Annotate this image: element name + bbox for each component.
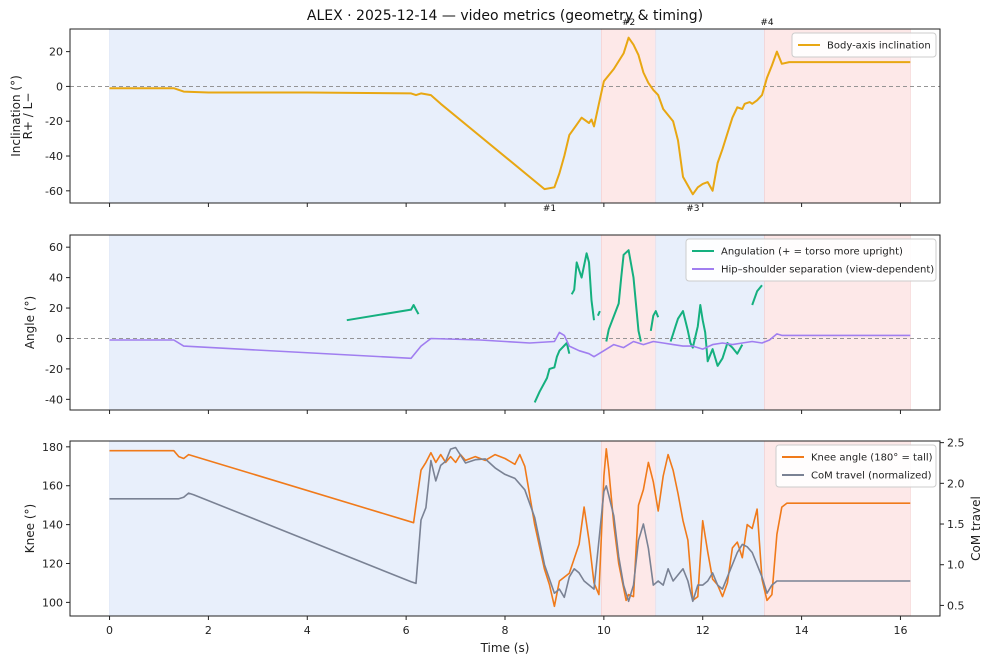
series-group (109, 36, 911, 196)
x-tick-label: 16 (893, 624, 907, 637)
series-line (669, 304, 744, 367)
series-line (649, 310, 660, 332)
y-tick-label: 20 (49, 46, 63, 59)
phase-band (109, 234, 602, 411)
legend-entry: CoM travel (normalized) (811, 471, 932, 482)
x-tick-label: 14 (795, 624, 809, 637)
legend-entry: Hip–shoulder separation (view-dependent) (721, 265, 934, 276)
legend-box (685, 238, 937, 282)
y-tick-label: -20 (45, 363, 63, 376)
series-line (109, 331, 911, 360)
y-tick-label: 120 (42, 558, 63, 571)
legend: Body-axis inclination (791, 32, 937, 58)
event-marker-label: #3 (686, 204, 699, 214)
x-tick-label: 12 (696, 624, 710, 637)
y-right-tick-label: 1.0 (947, 559, 965, 572)
series-group (109, 446, 911, 608)
legend-entry: Knee angle (180° = tall) (811, 453, 933, 464)
legend-entry: Angulation (+ = torso more upright) (721, 247, 903, 258)
phase-band (601, 28, 657, 204)
legend-box (775, 444, 937, 488)
x-tick-label: 4 (304, 624, 311, 637)
x-tick-label: 10 (597, 624, 611, 637)
x-tick-label: 0 (106, 624, 113, 637)
legend-box (791, 32, 937, 58)
series-group (109, 249, 911, 403)
legend: Knee angle (180° = tall) CoM travel (norm… (775, 444, 937, 488)
legend-entry: Body-axis inclination (827, 41, 931, 52)
chart-panel-2: 60 40 20 0 -20 -40 Angle (°) Angulation (+ = to… (23, 234, 941, 414)
x-axis-label: Time (s) (480, 641, 530, 655)
chart-panel-1: 20 0 -20 -40 -60 Inclination (°)R+ / L− #1 #2 #3… (9, 18, 941, 214)
y-tick-label: 160 (42, 480, 63, 493)
phase-band (764, 28, 911, 204)
y-tick-label: 140 (42, 519, 63, 532)
y-tick-label: 20 (49, 302, 63, 315)
x-tick-label: 8 (502, 624, 509, 637)
series-line (751, 284, 763, 306)
x-tick-label: 6 (403, 624, 410, 637)
y-axis-label: Knee (°) (23, 504, 37, 553)
y-tick-label: 0 (56, 332, 63, 345)
x-tick-label: 2 (205, 624, 212, 637)
series-line (109, 448, 911, 608)
y-tick-label: 40 (49, 272, 63, 285)
legend: Angulation (+ = torso more upright) Hip–s… (685, 238, 937, 282)
y-tick-label: 60 (49, 241, 63, 254)
y-right-tick-label: 2.0 (947, 477, 965, 490)
y-tick-label: -20 (45, 115, 63, 128)
y-axis-label: R+ / L− (21, 93, 35, 140)
series-line (605, 249, 642, 342)
phase-band (109, 440, 602, 617)
y-right-tick-label: 0.5 (947, 599, 965, 612)
chart-title: ALEX · 2025-12-14 — video metrics (geome… (307, 8, 703, 24)
y-axis-label: Angle (°) (23, 296, 37, 349)
event-marker-label: #1 (543, 204, 556, 214)
phase-band (109, 28, 602, 204)
event-marker-label: #2 (622, 18, 635, 28)
series-line (570, 252, 595, 321)
event-marker-label: #4 (760, 18, 774, 28)
series-line (346, 304, 420, 322)
y-tick-label: -40 (45, 150, 63, 163)
y-tick-label: -40 (45, 393, 63, 406)
y-tick-label: 180 (42, 441, 63, 454)
y-right-tick-label: 2.5 (947, 437, 965, 450)
phase-band (601, 234, 657, 411)
y-axis-label: Inclination (°) (9, 75, 23, 157)
y-right-tick-label: 1.5 (947, 518, 965, 531)
series-line (533, 342, 571, 403)
y-tick-label: 0 (56, 80, 63, 93)
chart-panel-3: 180 160 140 120 100 2.5 2.0 1.5 1.0 0.5 0 2 4 6 8 10 12 1… (23, 437, 983, 655)
y-tick-label: -60 (45, 185, 63, 198)
series-line (596, 310, 601, 317)
series-line (109, 446, 911, 603)
y-right-axis-label: CoM travel (969, 496, 983, 561)
y-tick-label: 100 (42, 596, 63, 609)
series-line (109, 36, 911, 196)
phase-band (655, 28, 765, 204)
